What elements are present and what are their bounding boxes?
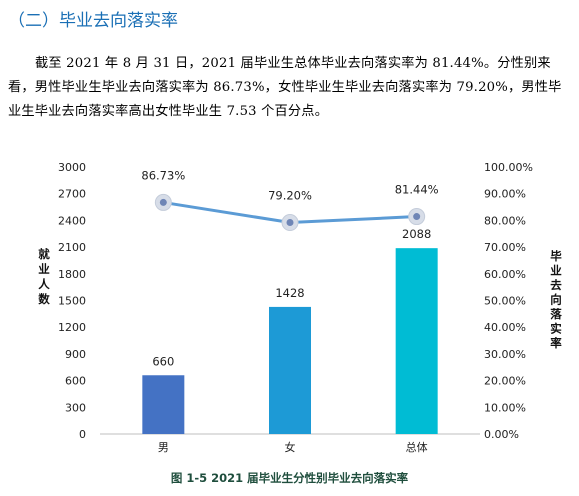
y-tick-label: 3000: [58, 161, 86, 174]
y2-tick-label: 30.00%: [484, 348, 526, 361]
figure-caption: 图 1-5 2021 届毕业生分性别毕业去向落实率: [170, 471, 409, 485]
y-tick-label: 300: [65, 401, 86, 414]
y2-tick-label: 40.00%: [484, 321, 526, 334]
y2-tick-label: 50.00%: [484, 295, 526, 308]
x-tick-label: 总体: [406, 440, 428, 454]
y2-tick-label: 0.00%: [484, 428, 519, 441]
y2-axis-title: 毕业去向落实率: [550, 249, 562, 350]
x-tick-label: 男: [158, 441, 169, 454]
y-axis-title-char: 人: [38, 277, 50, 291]
x-tick-label: 女: [285, 440, 296, 454]
y2-axis-title-char: 落: [550, 307, 562, 321]
employment-chart: 0 300 600 900 1200 1500 1800 2100 2400 2700 3000 0…: [38, 161, 562, 454]
y-tick-label: 600: [65, 375, 86, 388]
right-axis: 0.00% 10.00% 20.00% 30.00% 40.00% 50.00% 60.00…: [484, 161, 533, 441]
bar-value-label: 1428: [275, 286, 304, 300]
line-series: 86.73% 79.20% 81.44%: [141, 168, 439, 232]
section-title: （二）毕业去向落实率: [8, 11, 178, 31]
rate-marker-dot: [286, 219, 294, 227]
bar-series: 660 1428 2088: [142, 227, 438, 434]
y2-tick-label: 80.00%: [484, 214, 526, 227]
y-axis-title-char: 业: [38, 262, 50, 276]
y-tick-label: 2100: [58, 241, 86, 254]
y2-tick-label: 10.00%: [484, 401, 526, 414]
y-axis-title-char: 就: [38, 247, 50, 261]
y-tick-label: 1200: [58, 321, 86, 334]
y-tick-label: 900: [65, 348, 86, 361]
left-axis: 0 300 600 900 1200 1500 1800 2100 2400 2700 3000: [58, 161, 86, 441]
y2-tick-label: 100.00%: [484, 161, 533, 174]
y2-tick-label: 90.00%: [484, 188, 526, 201]
y2-axis-title-char: 率: [550, 336, 562, 350]
bar-value-label: 2088: [402, 227, 431, 241]
summary-paragraph: 截至 2021 年 8 月 31 日，2021 届毕业生总体毕业去向落实率为 8…: [8, 56, 562, 119]
y2-axis-title-char: 业: [550, 264, 562, 278]
y-tick-label: 2400: [58, 214, 86, 227]
y2-tick-label: 60.00%: [484, 268, 526, 281]
rate-marker-dot: [159, 198, 167, 206]
y2-axis-title-char: 实: [550, 322, 562, 336]
y2-axis-title-char: 向: [550, 293, 562, 307]
rate-value-label: 79.20%: [268, 189, 312, 203]
bar: [269, 306, 311, 434]
bar: [142, 375, 185, 434]
rate-value-label: 81.44%: [395, 183, 439, 197]
x-axis: 男 女 总体: [100, 433, 480, 454]
y-tick-label: 1800: [58, 268, 86, 281]
rate-value-label: 86.73%: [141, 168, 185, 182]
y-tick-label: 2700: [58, 188, 86, 201]
y2-axis-title-char: 去: [550, 278, 562, 292]
y2-tick-label: 20.00%: [484, 375, 526, 388]
y-tick-label: 1500: [58, 295, 86, 308]
y2-axis-title-char: 毕: [550, 249, 562, 263]
rate-marker-dot: [413, 213, 421, 221]
y-axis-title-char: 数: [38, 292, 50, 306]
y2-tick-label: 70.00%: [484, 241, 526, 254]
bar: [395, 248, 438, 434]
y-tick-label: 0: [79, 428, 86, 441]
bar-value-label: 660: [152, 354, 174, 368]
